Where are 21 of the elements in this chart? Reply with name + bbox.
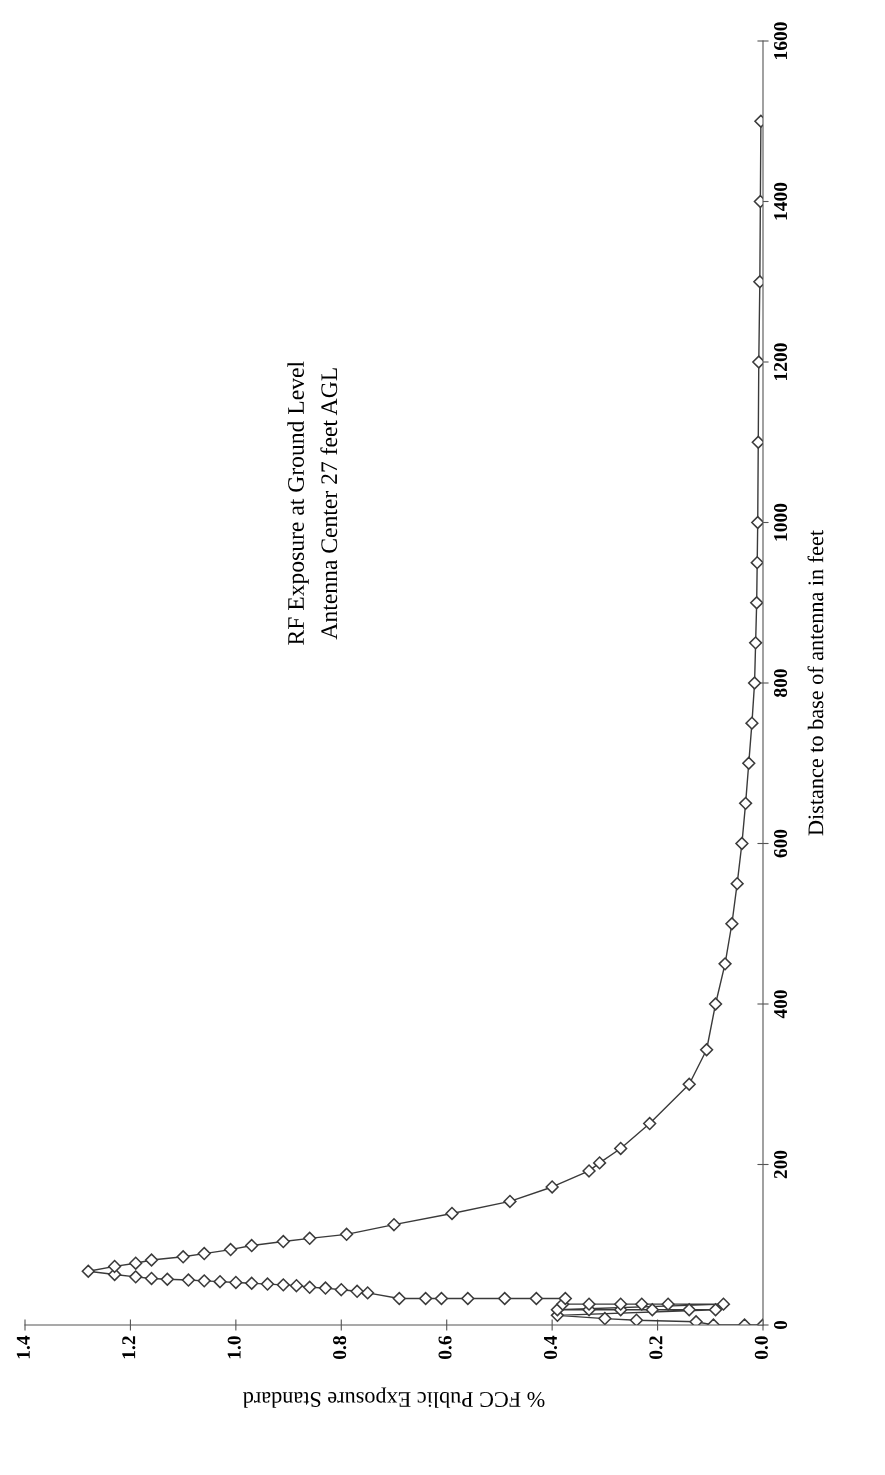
text: RF Exposure at Ground Level — [287, 361, 309, 645]
y-tick-label: 200 — [773, 1150, 788, 1179]
y-tick-label: 1600 — [773, 22, 788, 59]
y-tick-label: 0 — [773, 1320, 788, 1330]
x-tick-label: 0.2 — [649, 1336, 663, 1359]
y-tick-label: 1200 — [773, 343, 788, 380]
x-tick-label: 1.4 — [16, 1335, 30, 1359]
text: Antenna Center 27 feet AGL — [320, 368, 338, 640]
x-tick-label: 0.6 — [438, 1335, 452, 1359]
y-axis-title: Distance to base of antenna in feet — [807, 530, 824, 836]
x-axis-title: % FCC Public Exposure Standard — [243, 1387, 545, 1408]
y-tick-label: 800 — [773, 669, 788, 697]
x-tick-label: 0.8 — [333, 1336, 347, 1359]
x-tick-label: 1.0 — [227, 1336, 241, 1359]
y-tick-label: 400 — [773, 990, 788, 1019]
y-tick-label: 1400 — [773, 182, 788, 220]
x-tick-label: 1.2 — [122, 1336, 136, 1359]
x-tick-label: 0.0 — [754, 1336, 768, 1359]
y-tick-label: 1000 — [773, 503, 788, 541]
x-tick-label: 0.4 — [543, 1335, 558, 1359]
y-tick-label: 600 — [773, 829, 788, 858]
